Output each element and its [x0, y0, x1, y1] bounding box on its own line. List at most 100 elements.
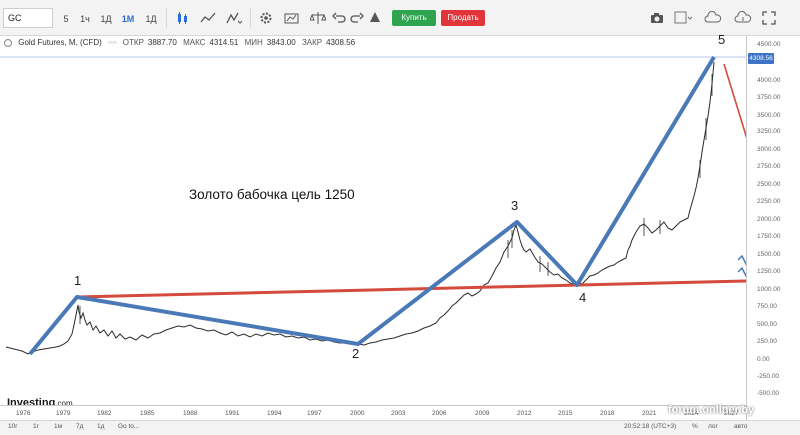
interval-5[interactable]: 5 — [63, 14, 69, 24]
symbol-input[interactable]: GC — [3, 8, 53, 28]
gold-price-series — [5, 61, 715, 355]
y-tick: 500.00 — [757, 321, 777, 328]
range-1m[interactable]: 1м — [54, 423, 63, 430]
cloud-icon[interactable] — [704, 11, 722, 25]
x-tick: 1985 — [140, 410, 155, 417]
wave-label-4: 4 — [579, 290, 587, 305]
sell-button[interactable]: Продать — [441, 10, 485, 26]
target-trend-line — [76, 279, 746, 299]
legend-settings-icon[interactable]: ▫▫▫ — [108, 38, 117, 47]
y-tick: 1750.00 — [757, 233, 781, 240]
y-tick: 0.00 — [757, 356, 770, 363]
y-tick: -500.00 — [757, 390, 780, 397]
wave-label-5: 5 — [718, 32, 726, 47]
buy-button[interactable]: Купить — [392, 10, 436, 26]
interval-1h[interactable]: 1ч — [80, 14, 90, 24]
interval-dropdown[interactable]: 1Д — [145, 14, 157, 24]
legend-dot-icon — [4, 38, 12, 47]
price-chart[interactable] — [0, 36, 746, 405]
current-price-tag: 4308.56 — [748, 53, 774, 64]
low-label: МИН — [244, 38, 263, 47]
x-tick: 2024 — [684, 410, 699, 417]
y-tick: -250.00 — [757, 373, 780, 380]
toolbar-separator — [166, 8, 167, 28]
bottom-toolbar — [0, 420, 800, 435]
line-chart-icon[interactable] — [200, 11, 216, 25]
y-tick: 4000.00 — [757, 77, 781, 84]
x-tick: 2027 — [724, 410, 739, 417]
range-7d[interactable]: 7д — [76, 423, 84, 430]
x-tick: 1982 — [97, 410, 112, 417]
y-tick: 1250.00 — [757, 268, 781, 275]
y-tick: 2000.00 — [757, 216, 781, 223]
cloud-save-icon[interactable] — [734, 11, 752, 25]
brand-suffix: .com — [55, 399, 73, 408]
wave-label-3: 3 — [511, 198, 519, 213]
redo-icon[interactable] — [350, 11, 364, 25]
candle-wicks — [79, 74, 713, 324]
y-tick: 2750.00 — [757, 163, 781, 170]
range-1y[interactable]: 1г — [33, 423, 39, 430]
y-tick: 3500.00 — [757, 112, 781, 119]
compare-icon[interactable] — [310, 11, 326, 25]
x-tick: 1994 — [267, 410, 282, 417]
instrument-legend: Gold Futures, М, (CFD) ▫▫▫ ОТКР 3887.70 М… — [4, 36, 359, 50]
indicators-icon[interactable] — [226, 11, 242, 25]
log-toggle[interactable]: лог — [708, 423, 718, 430]
y-tick: 3250.00 — [757, 128, 781, 135]
open-value: 3887.70 — [147, 38, 177, 47]
y-tick: 1500.00 — [757, 251, 781, 258]
y-tick: 2250.00 — [757, 198, 781, 205]
x-tick: 1991 — [225, 410, 240, 417]
go-to-date[interactable]: Go to... — [118, 423, 140, 430]
y-tick: 750.00 — [757, 303, 777, 310]
range-1d[interactable]: 1д — [97, 423, 105, 430]
chart-annotation: Золото бабочка цель 1250 — [189, 187, 355, 202]
x-tick: 2012 — [517, 410, 532, 417]
fullscreen-icon[interactable] — [762, 11, 776, 25]
layout-icon[interactable] — [674, 11, 692, 25]
candlestick-icon[interactable] — [176, 11, 190, 25]
x-tick: 2009 — [475, 410, 490, 417]
x-tick: 2006 — [432, 410, 447, 417]
x-tick: 1997 — [307, 410, 322, 417]
camera-icon[interactable] — [650, 11, 664, 25]
x-tick: 2003 — [391, 410, 406, 417]
x-tick: 2018 — [600, 410, 615, 417]
close-value: 4308.56 — [326, 38, 356, 47]
open-label: ОТКР — [122, 38, 144, 47]
interval-1m[interactable]: 1М — [121, 14, 135, 24]
y-tick: 4500.00 — [757, 41, 781, 48]
high-label: МАКС — [183, 38, 206, 47]
y-tick: 250.00 — [757, 338, 777, 345]
forum-watermark: forum.onliner.by — [668, 404, 755, 416]
elliott-wave-lines — [28, 55, 716, 356]
x-tick: 2000 — [350, 410, 365, 417]
x-tick: 2015 — [558, 410, 573, 417]
wave-label-2: 2 — [352, 346, 360, 361]
range-10y[interactable]: 10г — [8, 423, 18, 430]
high-value: 4314.51 — [209, 38, 239, 47]
time-axis[interactable] — [0, 405, 746, 420]
instrument-name[interactable]: Gold Futures, М, (CFD) — [18, 38, 102, 47]
undo-icon[interactable] — [332, 11, 346, 25]
clock: 20:52:18 (UTC+3) — [624, 423, 677, 430]
alert-icon[interactable] — [368, 11, 382, 25]
x-tick: 1988 — [183, 410, 198, 417]
percent-toggle[interactable]: % — [692, 423, 698, 430]
interval-1d[interactable]: 1Д — [100, 14, 112, 24]
y-tick: 3750.00 — [757, 94, 781, 101]
gear-icon[interactable] — [259, 11, 273, 25]
price-axis[interactable] — [746, 36, 800, 426]
close-label: ЗАКР — [301, 38, 323, 47]
toolbar-separator — [250, 8, 251, 28]
x-tick: 2021 — [642, 410, 657, 417]
x-tick: 1979 — [56, 410, 71, 417]
x-tick: 1976 — [16, 410, 31, 417]
y-tick: 1000.00 — [757, 286, 781, 293]
templates-icon[interactable] — [284, 11, 300, 25]
wave-label-1: 1 — [74, 273, 82, 288]
y-tick: 2500.00 — [757, 181, 781, 188]
auto-toggle[interactable]: авто — [734, 423, 748, 430]
low-value: 3843.00 — [266, 38, 296, 47]
